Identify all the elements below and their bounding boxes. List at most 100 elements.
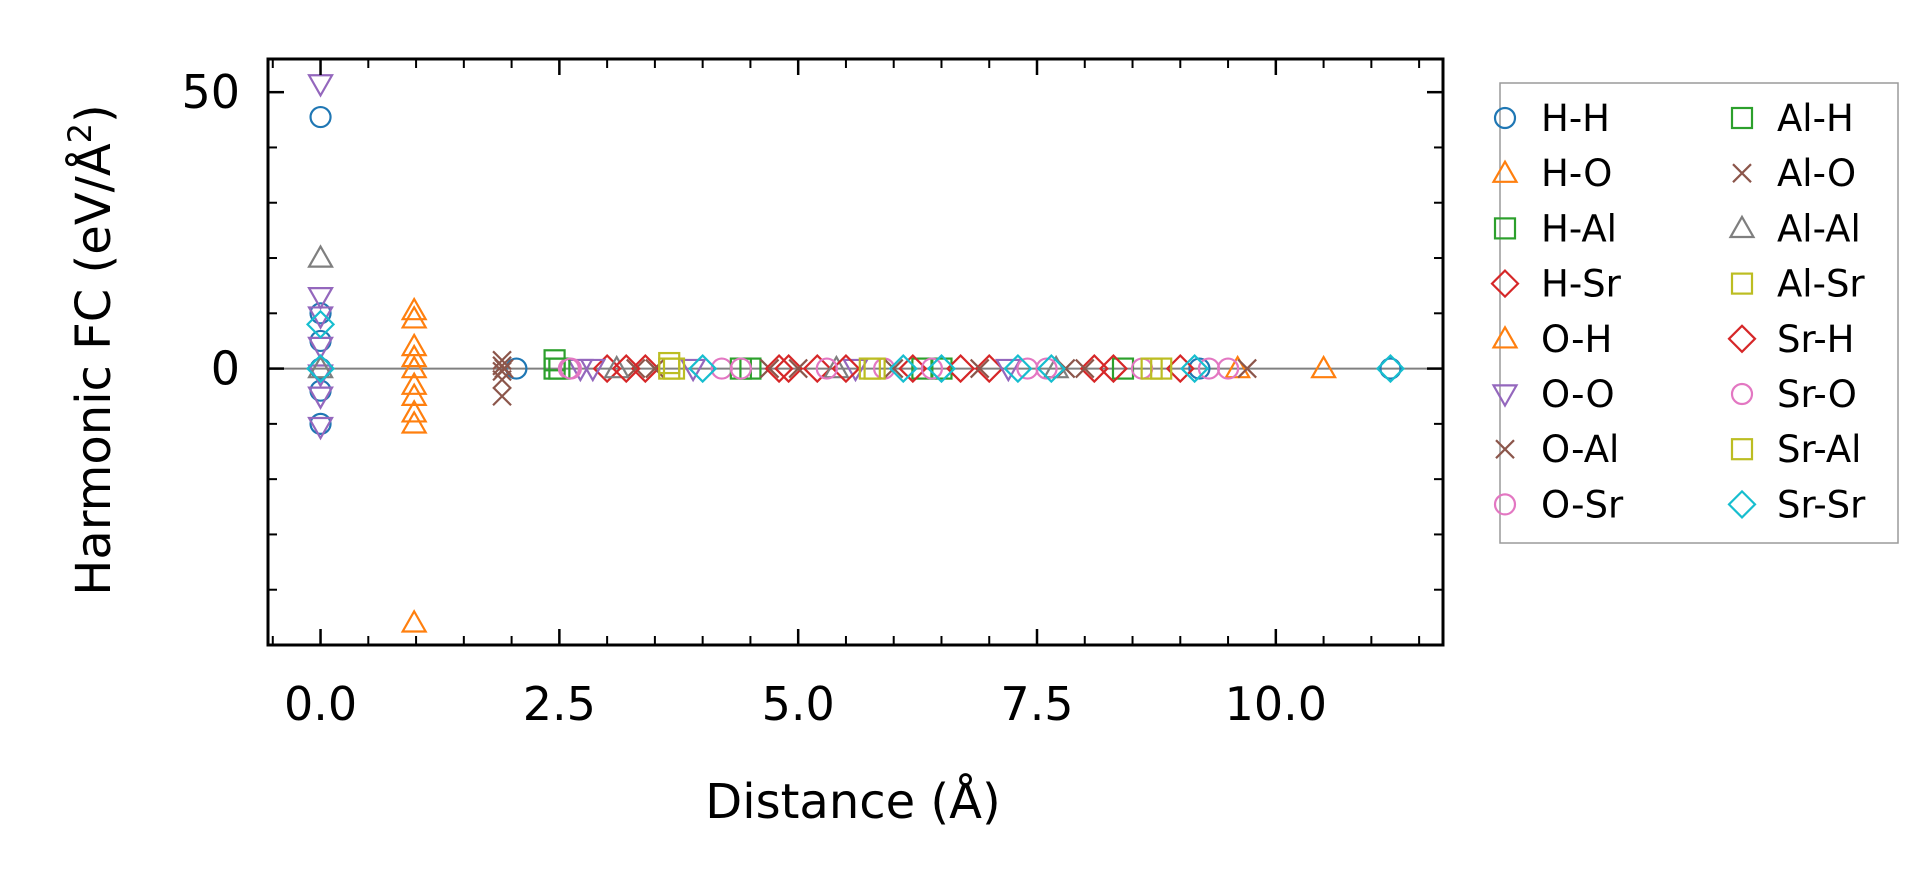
legend-entry: O-Al [1495,428,1619,471]
data-point [309,105,332,129]
data-point [309,302,332,325]
legend-entry: O-H [1491,318,1612,361]
data-point [1074,358,1095,379]
data-point [505,357,528,380]
axes: 0.0 2.5 5.0 7.5 10.0 0 50 [181,57,1445,731]
legend-marker [1732,163,1752,183]
data-point [888,354,918,384]
data-point [400,343,428,368]
legend-label: O-Sr [1541,483,1624,526]
data-point [930,357,953,380]
data-point [559,357,582,380]
plot-frame [266,57,1445,647]
data-point [1079,354,1109,384]
data-point [759,358,780,379]
data-point [307,386,334,410]
data-point [1098,354,1128,384]
legend-entry: Al-H [1730,97,1854,140]
data-point [883,358,904,379]
legend-marker [1727,324,1757,354]
series-sr-al [662,357,1163,380]
data-point [1379,357,1402,380]
series-sr-o [559,357,1221,380]
data-point [307,244,334,268]
legend-marker [1490,269,1520,299]
data-point [662,357,686,380]
data-point [400,296,428,321]
data-point [822,354,850,379]
data-point [788,358,808,379]
legend-marker [1730,438,1754,461]
data-point [774,354,804,384]
data-point [307,286,334,311]
legend-label: Sr-O [1777,373,1857,416]
data-point [305,309,336,339]
y-axis-label-close: ) [66,104,122,123]
data-point [548,357,571,380]
legend-label: Al-H [1777,97,1854,140]
data-point [658,351,681,375]
data-point [400,399,428,423]
data-point [1375,354,1406,384]
legend-marker [1727,489,1757,519]
legend-marker [1730,382,1754,406]
legend-label: H-Al [1541,207,1617,250]
data-point [1237,358,1257,379]
data-point [679,358,707,383]
legend-label: Al-Sr [1777,263,1865,306]
data-point [1180,354,1210,384]
series-sr-h [611,354,1128,384]
series-al-al [307,244,1070,379]
data-point [729,357,752,380]
legend: H-H H-O H-Al H-Sr O-H O-O O-Al O-Sr Al-H Al-O Al-A… [1490,82,1899,544]
legend-label: H-H [1541,97,1610,140]
y-axis-label: Harmonic FC (eV/Å2) [61,104,122,596]
data-point [1188,357,1211,380]
legend-marker [1493,106,1517,130]
legend-entry: Al-Al [1728,207,1861,250]
data-point [579,358,607,383]
x-tick-label: 10.0 [1225,677,1327,731]
legend-marker [1730,272,1754,295]
legend-marker [1491,159,1519,183]
legend-marker [1493,217,1517,240]
legend-frame [1499,82,1899,544]
legend-marker [1493,493,1517,516]
data-point [626,358,646,379]
data-point [1036,354,1066,384]
legend-entry: O-Sr [1493,483,1624,526]
legend-label: H-O [1541,152,1612,195]
legend-entry: H-O [1491,152,1612,195]
legend-entry: Sr-Al [1730,428,1861,471]
legend-label: Al-O [1777,152,1856,195]
legend-marker [1491,384,1519,408]
legend-entry: Sr-Sr [1727,483,1866,526]
data-point [969,358,990,379]
legend-entry: Al-O [1732,152,1856,195]
data-point [630,354,660,384]
data-point [1310,354,1337,379]
legend-label: Sr-Al [1777,428,1861,471]
data-point [309,329,332,353]
legend-entry: Sr-O [1730,373,1857,416]
data-point [307,416,334,441]
data-point [400,371,428,395]
x-tick-label: 2.5 [523,677,596,731]
data-point [400,305,428,329]
x-tick-label: 7.5 [1000,677,1073,731]
x-tick-label: 5.0 [762,677,835,731]
legend-label: H-Sr [1541,263,1622,306]
data-point [764,354,794,384]
series-o-h [400,296,1252,423]
y-tick-label: 50 [181,65,240,119]
data-point [920,357,944,380]
data-point [494,358,514,379]
plot-area [268,74,1443,633]
data-point [974,354,1004,384]
series-o-o [307,74,1022,441]
data-point [688,354,718,384]
y-axis-label-superscript: 2 [61,123,99,143]
data-point [307,354,334,379]
